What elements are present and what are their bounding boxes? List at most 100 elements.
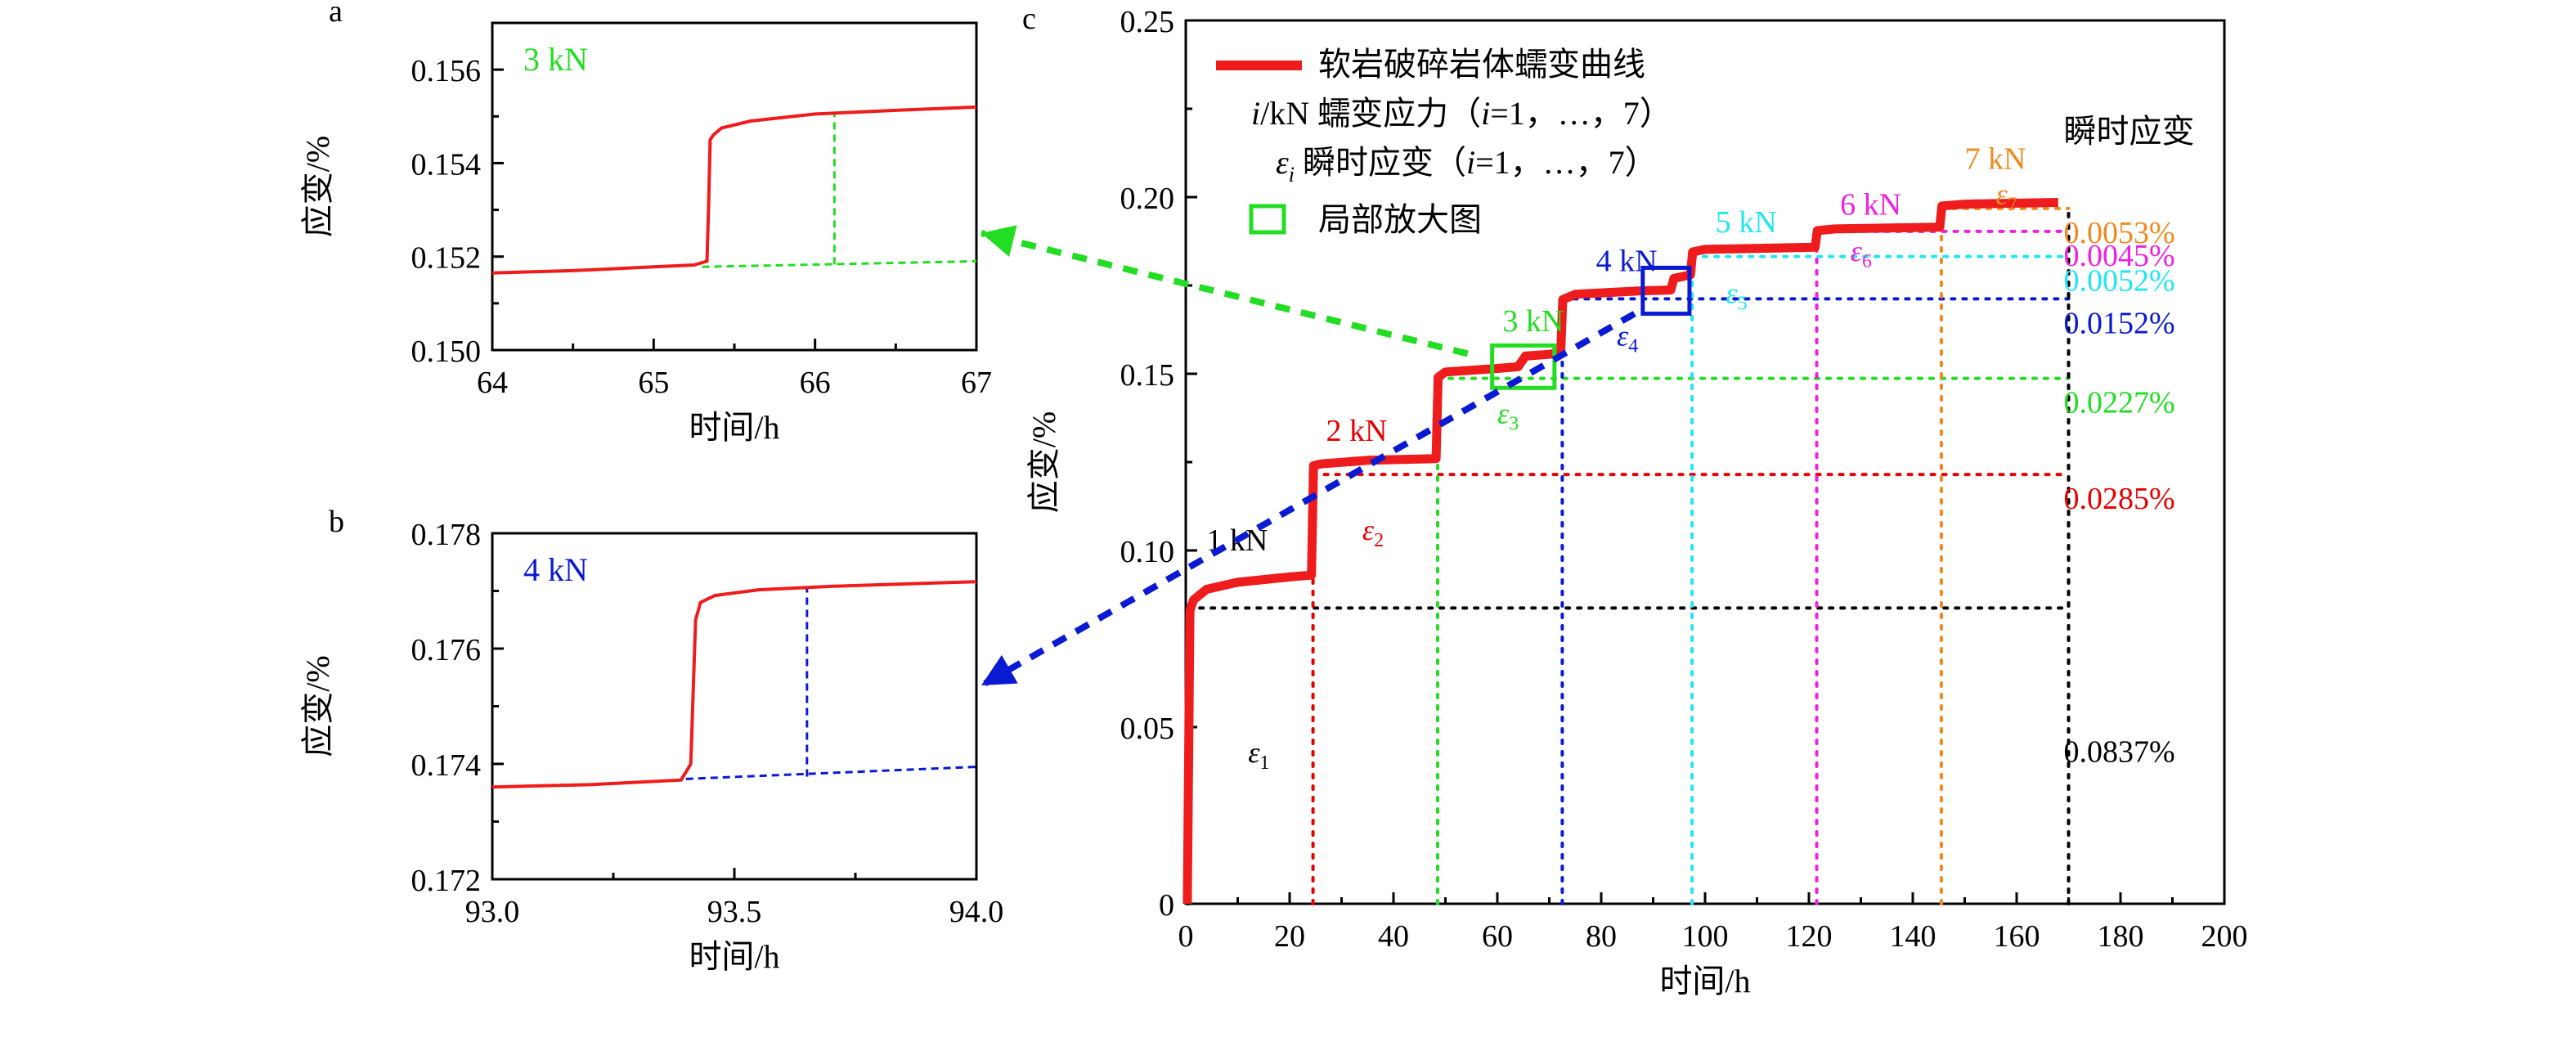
load-step-label: 7 kN	[1965, 141, 2026, 176]
epsilon-subscript: 2	[1374, 530, 1384, 551]
legend-zoom-swatch	[1249, 204, 1286, 235]
x-tick-label: 20	[1274, 919, 1305, 954]
load-step-label: 3 kN	[1502, 304, 1564, 339]
y-tick-label: 0.05	[1120, 712, 1175, 746]
instant-strain-value: 0.0837%	[2064, 734, 2175, 769]
y-tick-label: 0.154	[411, 147, 482, 182]
legend-eps-index: i	[1466, 144, 1475, 181]
x-tick-label: 140	[1890, 919, 1936, 954]
arrow-to-panel-b	[980, 311, 1636, 689]
x-tick-label: 100	[1682, 919, 1729, 954]
legend-eps-text: 瞬时应变（	[1295, 144, 1466, 181]
x-tick-label: 93.5	[707, 895, 762, 929]
arrow-to-panel-b-head	[981, 654, 1018, 685]
epsilon-label: ε4	[1617, 319, 1638, 357]
x-tick-label: 65	[638, 366, 669, 400]
x-tick-label: 60	[1482, 919, 1513, 954]
epsilon-label: ε7	[1996, 178, 2017, 216]
x-tick-label: 160	[1994, 919, 2040, 954]
instant-strain-header: 瞬时应变	[2064, 113, 2195, 150]
x-tick-label: 40	[1378, 919, 1409, 954]
x-tick-label: 120	[1786, 919, 1833, 954]
instant-strain-value: 0.0285%	[2064, 482, 2175, 516]
load-label: 4 kN	[523, 551, 588, 588]
x-tick-label: 64	[477, 366, 508, 400]
load-step-label: 5 kN	[1716, 205, 1777, 240]
y-tick-label: 0.10	[1120, 535, 1175, 569]
load-step-label: 2 kN	[1326, 414, 1387, 448]
load-label: 3 kN	[523, 41, 588, 78]
y-tick-label: 0	[1159, 888, 1174, 923]
y-axis-label: 应变/%	[1025, 411, 1062, 513]
epsilon-subscript: 3	[1509, 413, 1519, 434]
y-tick-label: 0.20	[1120, 182, 1175, 216]
arrow-to-panel-a-head	[981, 225, 1017, 258]
zoom-arrows	[980, 225, 1636, 689]
epsilon-subscript: 5	[1738, 294, 1748, 315]
zoom-creep-line	[491, 105, 977, 275]
y-tick-label: 0.156	[411, 54, 482, 88]
legend-load-symbol: i	[1251, 95, 1260, 132]
x-tick-label: 180	[2098, 919, 2144, 954]
x-tick-label: 67	[961, 366, 992, 400]
instant-strain-value: 0.0052%	[2064, 264, 2175, 299]
x-tick-label: 0	[1178, 919, 1194, 954]
zoom-creep-line	[491, 580, 977, 789]
panel-letter: b	[329, 505, 344, 539]
y-tick-label: 0.172	[411, 864, 482, 898]
load-step-label: 6 kN	[1840, 188, 1901, 222]
legend-curve-label: 软岩破碎岩体蠕变曲线	[1318, 46, 1645, 83]
legend-load-tail: =1，…，7）	[1490, 95, 1672, 132]
legend-load-label: i/kN 蠕变应力（i=1，…，7）	[1251, 95, 1672, 132]
legend-eps-label: εi 瞬时应变（i=1，…，7）	[1276, 144, 1658, 186]
y-axis-label: 应变/%	[299, 136, 336, 237]
panel-b-zoom-4kn: 93.0 93.5 94.0 0.172 0.174 0.176 0.178 时间/h 应变/%…	[299, 505, 1003, 975]
y-tick-label: 0.15	[1120, 358, 1175, 393]
epsilon-label: ε1	[1248, 736, 1269, 774]
y-axis-label: 应变/%	[299, 655, 336, 757]
panel-letter: a	[329, 0, 343, 29]
x-axis-label: 时间/h	[1659, 963, 1750, 999]
legend-eps-tail: =1，…，7）	[1475, 144, 1658, 181]
epsilon-label: ε3	[1497, 397, 1519, 434]
instant-strain-value: 0.0053%	[2064, 216, 2175, 250]
epsilon-label: ε5	[1726, 277, 1747, 315]
epsilon-subscript: 1	[1259, 752, 1269, 774]
instant-strain-value: 0.0045%	[2064, 239, 2175, 273]
creep-curve-line	[1183, 198, 2058, 905]
y-tick-label: 0.178	[411, 518, 482, 552]
y-tick-label: 0.174	[411, 748, 482, 783]
y-tick-label: 0.150	[411, 335, 482, 369]
panel-a-zoom-3kn: 64 65 66 67 0.150 0.152 0.154 0.156 时间/h 应变/% 3 kN…	[299, 0, 992, 446]
zoom-box-a	[1490, 343, 1557, 390]
x-tick-label: 94.0	[949, 895, 1004, 929]
panel-letter: c	[1022, 2, 1036, 36]
epsilon-subscript: 6	[1862, 251, 1872, 272]
x-tick-label: 93.0	[465, 895, 520, 929]
x-tick-label: 66	[800, 366, 831, 400]
baseline-guide	[702, 259, 977, 268]
legend-load-index: i	[1481, 95, 1490, 132]
legend-eps-sub: i	[1289, 163, 1295, 186]
epsilon-subscript: 7	[2008, 195, 2017, 216]
y-tick-label: 0.25	[1120, 5, 1175, 39]
zoom-box-b	[1640, 265, 1692, 317]
panel-c-creep-curve: 0 20 40 60 80 100 120 140 160 180 200 0 0.05 0.10 0.15…	[1022, 2, 2248, 999]
x-axis-label: 时间/h	[689, 409, 779, 446]
instant-strain-value: 0.0152%	[2064, 306, 2175, 340]
x-tick-label: 80	[1586, 919, 1617, 954]
instant-strain-value: 0.0227%	[2064, 386, 2175, 420]
y-tick-label: 0.152	[411, 241, 482, 276]
baseline-guide	[685, 766, 977, 780]
x-tick-label: 200	[2201, 919, 2248, 954]
epsilon-subscript: 4	[1628, 335, 1638, 357]
epsilon-label: ε2	[1362, 514, 1384, 551]
arrow-to-panel-a	[981, 230, 1469, 357]
legend-eps-symbol: ε	[1276, 144, 1289, 181]
legend-load-text: /kN 蠕变应力（	[1260, 95, 1481, 132]
epsilon-label: ε6	[1851, 235, 1872, 272]
y-tick-label: 0.176	[411, 633, 482, 667]
x-axis-label: 时间/h	[689, 938, 779, 975]
